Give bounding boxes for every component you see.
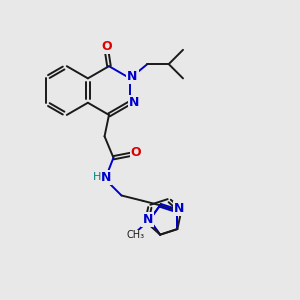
Text: N: N [174, 202, 184, 215]
Text: N: N [129, 96, 140, 109]
Text: N: N [100, 171, 111, 184]
Text: O: O [131, 146, 141, 160]
Text: O: O [101, 40, 112, 53]
Text: N: N [142, 214, 153, 226]
Text: CH₃: CH₃ [127, 230, 145, 240]
Text: H: H [93, 172, 101, 182]
Text: N: N [127, 70, 138, 83]
